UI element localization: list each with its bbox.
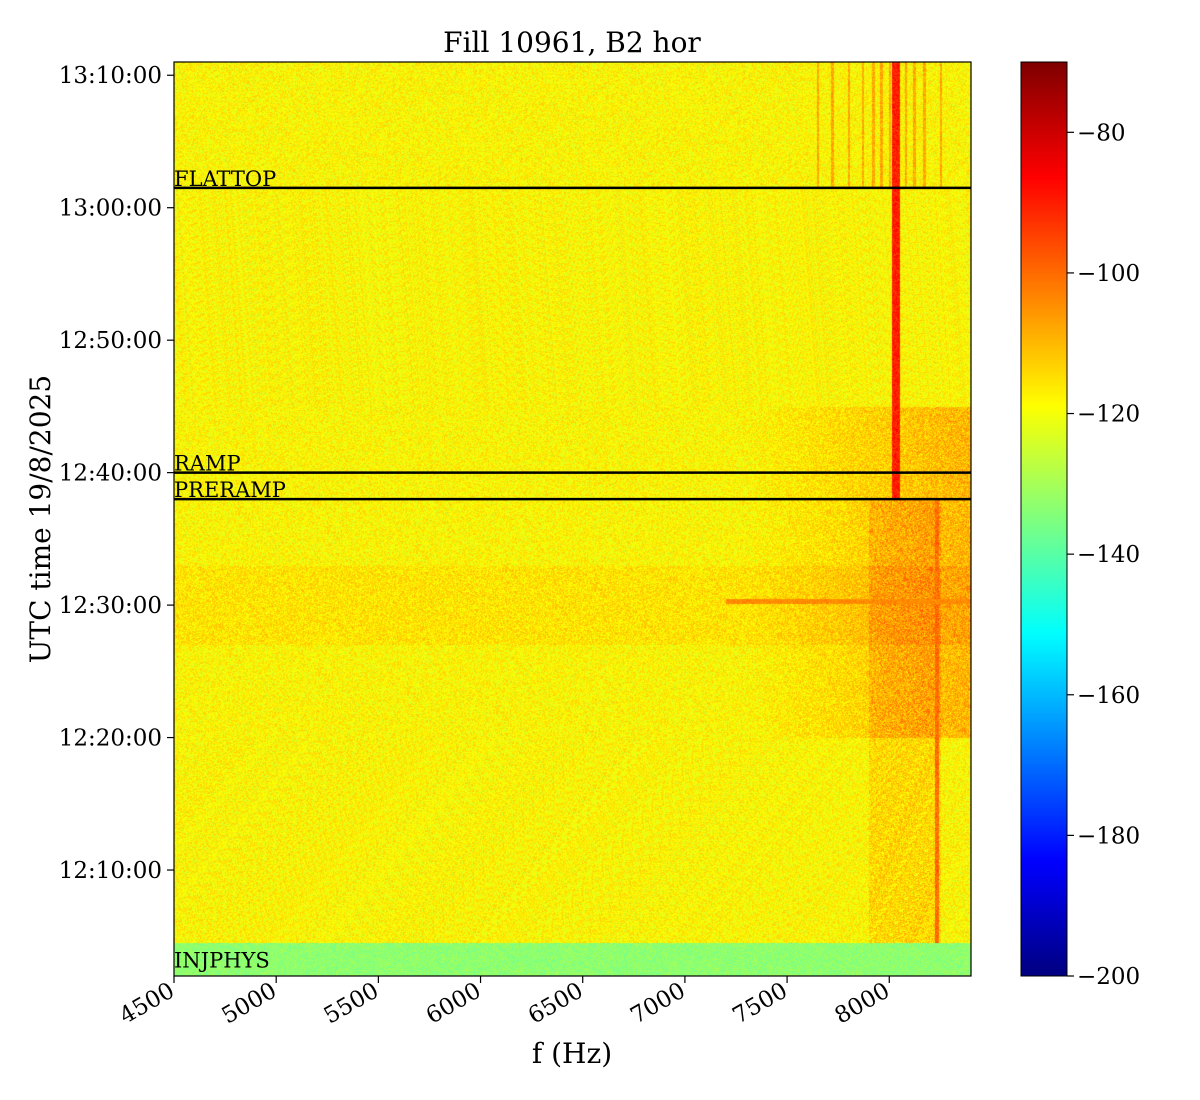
- y-tick-label: 12:50:00: [59, 328, 162, 354]
- y-tick-label: 12:20:00: [59, 726, 162, 752]
- colorbar-tick-label: −140: [1077, 542, 1140, 568]
- x-axis-label: f (Hz): [532, 1037, 612, 1070]
- beam-mode-label: FLATTOP: [174, 167, 276, 191]
- x-tick-label: 4500: [115, 978, 179, 1030]
- y-tick-label: 13:10:00: [59, 63, 162, 89]
- x-tick-label: 6500: [524, 978, 588, 1030]
- colorbar-tick-label: −80: [1077, 120, 1126, 146]
- heatmap-image: [174, 62, 971, 976]
- colorbar-ticks: −200 −180 −160 −140 −120 −100 −80: [1067, 120, 1140, 990]
- y-tick-label: 13:00:00: [59, 196, 162, 222]
- x-axis-ticks: 4500 5000 5500 6000 6500 7000 7500 8000: [115, 976, 894, 1029]
- x-tick-label: 5000: [217, 978, 281, 1030]
- y-axis-label: UTC time 19/8/2025: [24, 375, 57, 663]
- x-tick-label: 8000: [831, 978, 895, 1030]
- beam-mode-label: PRERAMP: [174, 478, 286, 502]
- colorbar-tick-label: −200: [1077, 964, 1140, 990]
- y-tick-label: 12:10:00: [59, 858, 162, 884]
- colorbar-tick-label: −160: [1077, 683, 1140, 709]
- x-tick-label: 7500: [728, 978, 792, 1030]
- x-tick-label: 6000: [422, 978, 486, 1030]
- colorbar-tick-label: −180: [1077, 823, 1140, 849]
- y-tick-label: 12:40:00: [59, 461, 162, 487]
- beam-mode-label: RAMP: [174, 452, 241, 476]
- chart-title: Fill 10961, B2 hor: [443, 26, 701, 59]
- x-tick-label: 5500: [320, 978, 384, 1030]
- colorbar-frame: [1020, 61, 1068, 977]
- y-axis-ticks: 12:10:00 12:20:00 12:30:00 12:40:00 12:50:00…: [59, 63, 174, 884]
- plot-frame: [173, 61, 972, 977]
- beam-mode-label: INJPHYS: [174, 948, 270, 972]
- x-tick-label: 7000: [626, 978, 690, 1030]
- colorbar: [1021, 62, 1067, 976]
- colorbar-tick-label: −100: [1077, 261, 1140, 287]
- y-tick-label: 12:30:00: [59, 593, 162, 619]
- colorbar-tick-label: −120: [1077, 402, 1140, 428]
